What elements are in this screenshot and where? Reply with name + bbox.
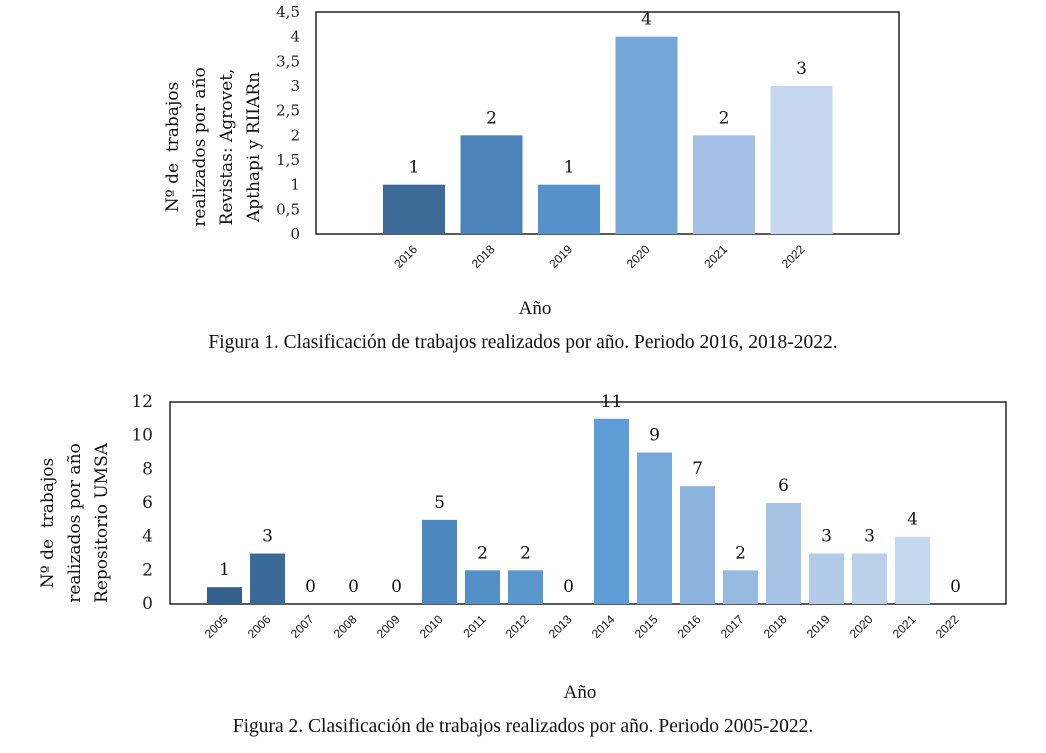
data-label-2018: 2	[486, 108, 497, 128]
bar-2017	[723, 570, 758, 604]
x-tick-label-2018: 2018	[469, 242, 498, 271]
bar-2014	[594, 418, 629, 604]
x-tick-label-2010: 2010	[417, 612, 446, 641]
y-tick-label: 4	[142, 527, 153, 547]
figure-caption: Figura 1. Clasificación de trabajos real…	[208, 332, 838, 353]
y-tick-label: 0	[142, 594, 153, 614]
x-tick-label-2015: 2015	[632, 612, 661, 641]
bar-2019	[538, 184, 600, 234]
data-label-2017: 2	[735, 543, 746, 563]
figure-caption: Figura 2. Clasificación de trabajos real…	[232, 716, 814, 737]
data-label-2016: 7	[692, 459, 703, 479]
chart-2: 0246810121200532006020070200802009520102…	[131, 392, 1007, 641]
data-label-2021: 4	[907, 510, 918, 530]
y-tick-label: 3,5	[276, 52, 300, 70]
bar-2012	[508, 570, 543, 604]
bar-2010	[422, 519, 457, 604]
data-label-2010: 5	[434, 493, 445, 513]
x-tick-label-2013: 2013	[546, 612, 575, 641]
data-label-2015: 9	[649, 426, 660, 446]
x-tick-label-2007: 2007	[288, 612, 317, 641]
x-tick-label-2016: 2016	[391, 242, 420, 271]
plot-area-frame	[315, 11, 900, 235]
x-tick-label-2012: 2012	[503, 612, 532, 641]
y-tick-label: 6	[142, 493, 153, 513]
plot-area-frame	[169, 401, 1007, 605]
data-label-2009: 0	[391, 577, 402, 597]
figure-2: Nº de trabajos realizados por año Reposi…	[0, 380, 1046, 753]
x-tick-label-2014: 2014	[589, 612, 618, 641]
chart-1: 0 0,5 1 1,5 2 2,5 3 3,5 4 4,5 1 2016 2 2018 1 2019 4 2020…	[276, 3, 900, 271]
x-tick-label-2006: 2006	[245, 612, 274, 641]
data-label-2006: 3	[262, 527, 273, 547]
y-tick-label: 2	[290, 126, 300, 144]
bar-2020	[852, 553, 887, 604]
x-tick-label-2008: 2008	[331, 612, 360, 641]
y-tick-label: 2,5	[276, 102, 300, 120]
data-label-2020: 3	[864, 527, 875, 547]
data-label-2021: 2	[719, 108, 730, 128]
x-tick-label-2009: 2009	[374, 612, 403, 641]
data-label-2019: 3	[821, 527, 832, 547]
data-label-2008: 0	[348, 577, 359, 597]
data-label-2019: 1	[564, 158, 575, 178]
x-tick-label-2020: 2020	[847, 612, 876, 641]
bar-2005	[207, 587, 242, 604]
y-tick-label: 1,5	[276, 151, 300, 169]
x-tick-label-2021: 2021	[701, 242, 730, 271]
x-tick-label-2019: 2019	[546, 242, 575, 271]
bar-2018	[460, 135, 523, 234]
y-tick-label: 10	[131, 426, 153, 446]
x-tick-label-2017: 2017	[718, 612, 747, 641]
data-label-2007: 0	[305, 577, 316, 597]
data-label-2014: 11	[601, 392, 623, 412]
bar-2019	[809, 553, 844, 604]
y-tick-label: 4,5	[276, 3, 300, 21]
y-tick-label: 12	[131, 392, 153, 412]
data-label-2016: 1	[409, 158, 420, 178]
data-label-2022: 3	[796, 59, 807, 79]
y-tick-label: 4	[290, 28, 300, 46]
bar-2006	[250, 553, 285, 604]
x-tick-label-2018: 2018	[761, 612, 790, 641]
bar-2021	[895, 536, 930, 604]
bar-2016	[680, 486, 715, 604]
data-label-2005: 1	[219, 560, 230, 580]
data-label-2012: 2	[520, 543, 531, 563]
bar-2022	[770, 86, 833, 234]
x-axis-label: Año	[518, 298, 552, 319]
x-tick-label-2022: 2022	[779, 242, 808, 271]
x-tick-label-2016: 2016	[675, 612, 704, 641]
data-label-2011: 2	[477, 543, 488, 563]
y-tick-label: 2	[142, 560, 153, 580]
x-tick-label-2020: 2020	[624, 242, 653, 271]
x-tick-label-2019: 2019	[804, 612, 833, 641]
x-tick-label-2005: 2005	[202, 612, 231, 641]
bar-2016	[383, 184, 445, 234]
y-tick-label: 3	[290, 77, 300, 95]
y-tick-label: 0,5	[276, 200, 300, 218]
y-tick-label: 8	[142, 459, 153, 479]
x-tick-label-2011: 2011	[460, 612, 488, 640]
bar-2015	[637, 452, 672, 604]
figure-1: Nº de trabajos realizados por año Revist…	[0, 0, 1046, 360]
bar-2011	[465, 570, 500, 604]
bar-2020	[615, 36, 678, 234]
y-tick-label: 1	[290, 176, 300, 194]
bar-2021	[693, 135, 755, 234]
data-label-2013: 0	[563, 577, 574, 597]
x-tick-label-2021: 2021	[890, 612, 919, 641]
data-label-2018: 6	[778, 476, 789, 496]
bar-2018	[766, 503, 801, 604]
data-label-2020: 4	[641, 10, 652, 30]
x-tick-label-2022: 2022	[933, 612, 962, 641]
x-axis-label: Año	[563, 682, 597, 703]
data-label-2022: 0	[950, 577, 961, 597]
y-tick-label: 0	[290, 225, 300, 243]
